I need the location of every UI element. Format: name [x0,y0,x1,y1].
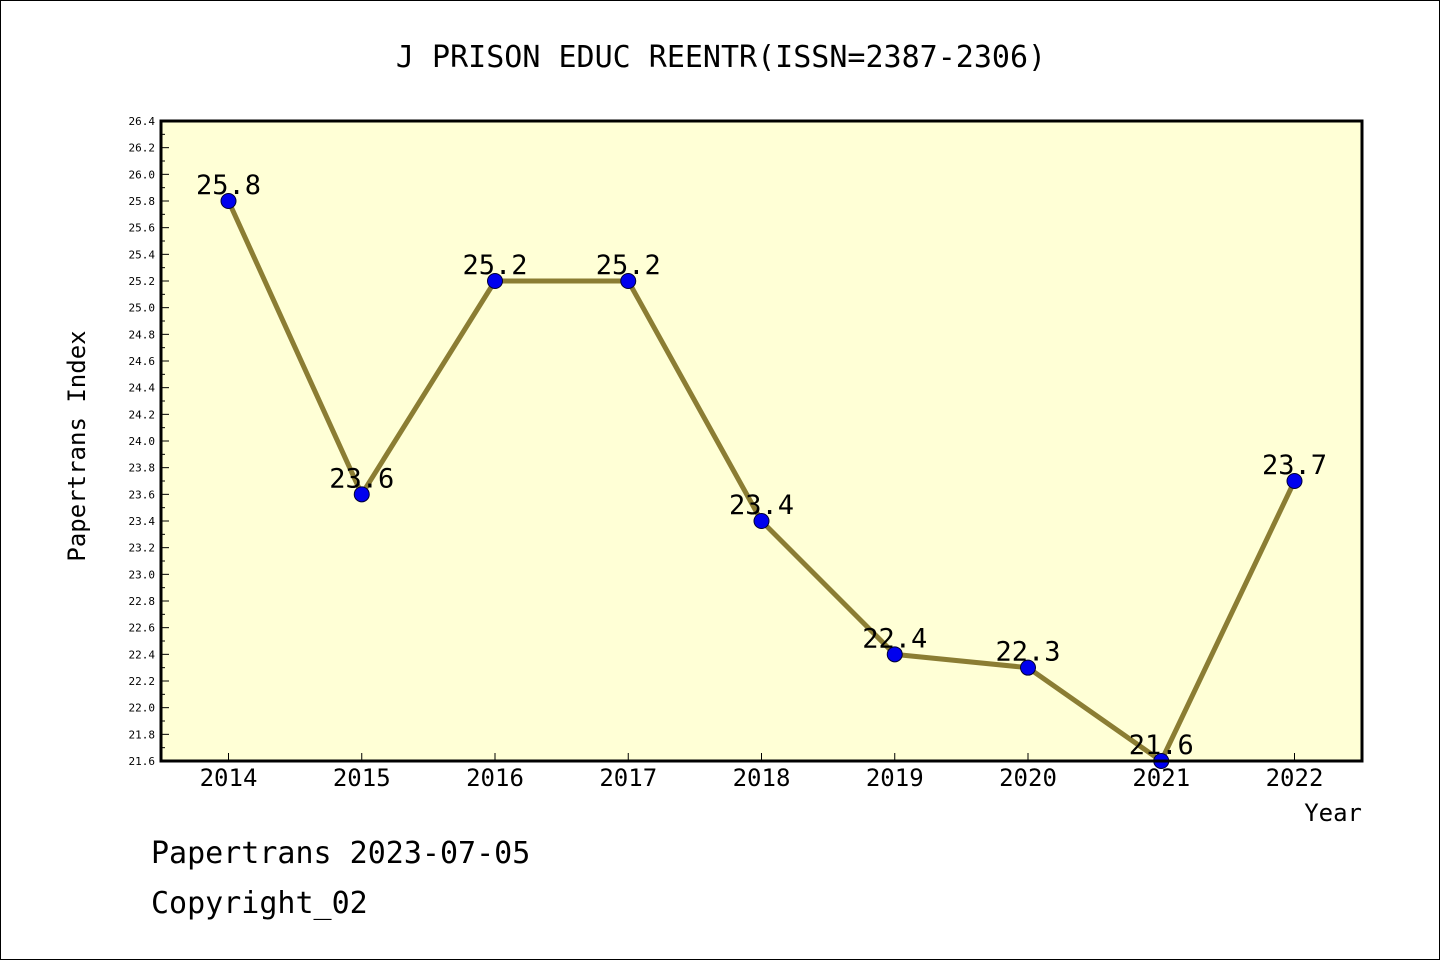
data-point [886,646,903,663]
y-tick-label: 22.2 [129,675,156,688]
data-label: 25.2 [462,250,527,281]
data-point [353,486,370,503]
y-tick-label: 25.6 [129,222,156,235]
data-label: 22.4 [862,623,927,654]
y-tick-label: 23.6 [129,488,156,501]
y-tick-label: 26.4 [129,115,156,128]
y-tick-label: 24.8 [129,328,156,341]
plot-area [161,121,1362,761]
y-tick-label: 25.2 [129,275,156,288]
y-axis-label: Papertrans Index [63,330,91,561]
y-tick-label: 24.2 [129,408,156,421]
y-tick-label: 24.0 [129,435,156,448]
footer-date: Papertrans 2023-07-05 [151,836,531,871]
x-tick-label: 2016 [466,764,524,792]
data-label: 23.6 [329,463,394,494]
y-tick-label: 24.6 [129,355,156,368]
y-tick-label: 24.4 [129,382,156,395]
data-label: 21.6 [1129,730,1194,761]
data-point [220,193,237,209]
y-tick-label: 23.2 [129,542,156,555]
y-tick-label: 26.0 [129,168,156,181]
data-label: 23.4 [729,490,794,521]
data-point [620,273,637,289]
x-tick-label: 2019 [866,764,924,792]
footer-copyright: Copyright_02 [151,886,368,921]
x-tick-label: 2018 [733,764,791,792]
data-point [1020,659,1036,676]
data-point [1286,473,1303,489]
x-tick-label: 2022 [1266,764,1324,792]
y-tick-label: 23.4 [129,515,156,528]
data-point [487,273,503,289]
plot-border [159,119,1364,763]
x-tick-label: 2015 [333,764,391,792]
y-tick-label: 23.0 [129,568,156,581]
data-label: 25.8 [196,170,261,201]
x-tick-label: 2017 [599,764,657,792]
y-tick-label: 25.4 [129,248,156,261]
y-tick-label: 25.8 [129,195,156,208]
data-label: 23.7 [1262,450,1327,481]
x-tick-label: 2014 [200,764,258,792]
y-tick-label: 21.6 [129,755,156,768]
y-tick-label: 22.4 [129,648,156,661]
y-tick-label: 21.8 [129,728,156,741]
y-tick-label: 25.0 [129,302,156,315]
y-tick-label: 23.8 [129,462,156,475]
data-label: 25.2 [596,250,661,281]
x-tick-label: 2020 [999,764,1057,792]
x-axis-label: Year [1304,799,1362,827]
data-label: 22.3 [995,637,1060,668]
chart-title: J PRISON EDUC REENTR(ISSN=2387-2306) [396,40,1046,75]
y-tick-label: 22.8 [129,595,156,608]
y-tick-label: 22.0 [129,702,156,715]
y-tick-label: 26.2 [129,142,156,155]
y-tick-label: 22.6 [129,622,156,635]
data-point [753,513,770,529]
